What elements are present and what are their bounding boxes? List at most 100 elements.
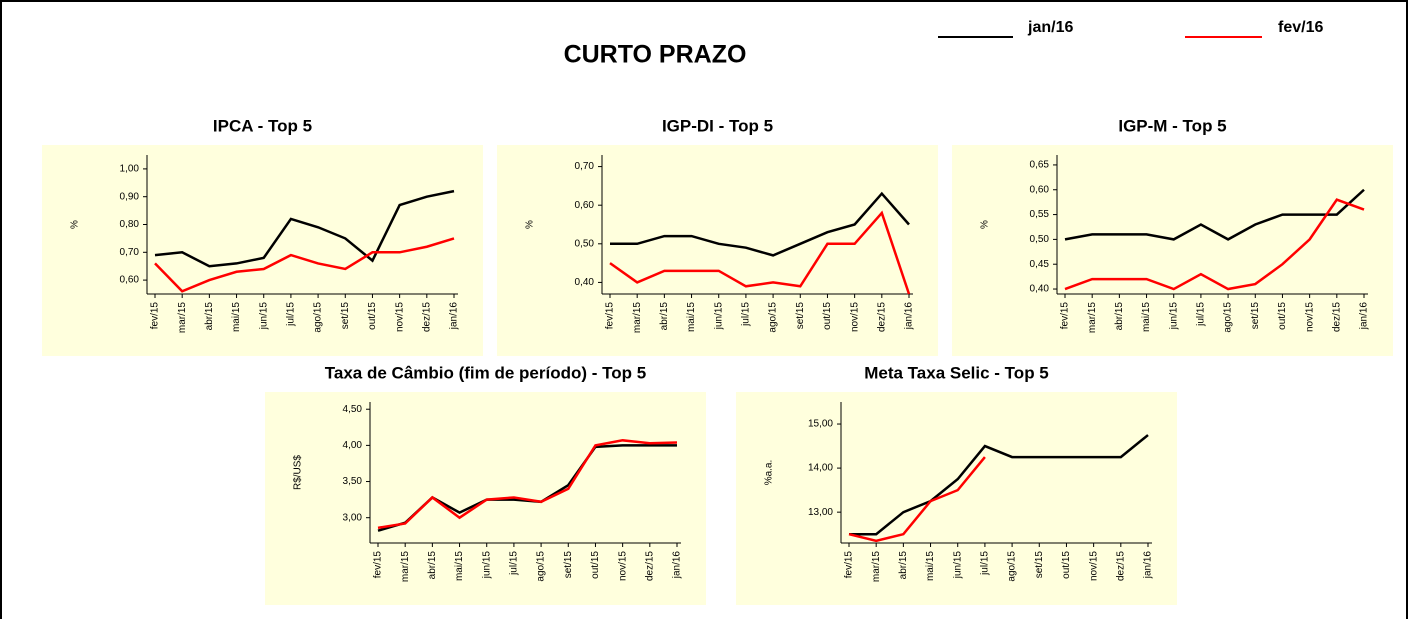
x-tick-label: set/15 [563,551,574,579]
x-tick-label: fev/15 [605,302,616,330]
x-tick-label: mai/15 [231,302,242,332]
series-line [1064,198,1365,291]
x-tick-label: mai/15 [925,551,936,581]
x-tick-label: fev/15 [373,551,384,579]
x-tick-label: mar/15 [1087,302,1098,334]
x-tick-label: ago/15 [536,551,547,582]
x-tick-label: mar/15 [177,302,188,334]
x-tick-label: set/15 [1250,302,1261,330]
y-tick-label: 4,50 [343,404,363,415]
x-tick-label: dez/15 [644,551,655,581]
x-tick-label: out/15 [1061,551,1072,579]
x-tick-label: out/15 [590,551,601,579]
x-tick-label: dez/15 [1331,302,1342,332]
x-tick-label: ago/15 [313,302,324,333]
x-tick-label: abr/15 [427,551,438,580]
x-tick-label: mar/15 [400,551,411,583]
chart-title: Taxa de Câmbio (fim de período) - Top 5 [325,363,646,382]
x-tick-label: nov/15 [849,302,860,332]
x-tick-label: ago/15 [768,302,779,333]
y-tick-label: 0,80 [120,219,140,230]
legend-label: fev/16 [1278,19,1323,36]
x-tick-label: dez/15 [421,302,432,332]
x-tick-label: nov/15 [394,302,405,332]
x-tick-label: jul/15 [980,551,991,576]
y-tick-label: 0,70 [120,247,140,258]
chart-title: IGP-M - Top 5 [1118,116,1226,135]
series-line [849,434,1149,536]
y-tick-label: 0,50 [575,238,595,249]
x-tick-label: set/15 [795,302,806,330]
x-tick-label: jul/15 [741,302,752,327]
x-tick-label: jan/16 [672,551,683,580]
chart-panel [497,145,938,356]
y-tick-label: 0,65 [1030,160,1050,171]
y-tick-label: 0,60 [1030,184,1050,195]
series-line [154,237,455,293]
x-tick-label: fev/15 [150,302,161,330]
y-tick-label: 0,55 [1030,209,1050,220]
chart-title: Meta Taxa Selic - Top 5 [864,363,1049,382]
y-axis-label: % [980,220,991,229]
series-line [609,210,911,295]
y-axis-label: % [525,220,536,229]
series-line [848,456,986,543]
y-tick-label: 0,40 [1030,284,1050,295]
y-tick-label: 4,00 [343,440,363,451]
x-tick-label: mai/15 [454,551,465,581]
y-tick-label: 0,90 [120,191,140,202]
y-axis-label: R$/US$ [293,455,304,490]
x-tick-label: nov/15 [1304,302,1315,332]
x-tick-label: mai/15 [686,302,697,332]
x-tick-label: dez/15 [1115,551,1126,581]
x-tick-label: out/15 [367,302,378,330]
chart-panel [952,145,1393,356]
x-tick-label: jul/15 [286,302,297,327]
x-tick-label: jan/16 [904,302,915,331]
x-tick-label: jun/15 [481,551,492,580]
chart-title: IGP-DI - Top 5 [662,116,773,135]
x-tick-label: jan/16 [449,302,460,331]
x-tick-label: jun/15 [952,551,963,580]
x-tick-label: jan/16 [1359,302,1370,331]
x-tick-label: dez/15 [876,302,887,332]
page-title: CURTO PRAZO [564,41,747,69]
x-tick-label: jul/15 [1196,302,1207,327]
series-line [1064,188,1365,241]
y-tick-label: 0,70 [575,161,595,172]
series-line [377,439,678,530]
y-tick-label: 3,00 [343,512,363,523]
y-tick-label: 14,00 [808,463,833,474]
y-tick-label: 0,60 [120,275,140,286]
x-tick-label: jan/16 [1143,551,1154,580]
x-tick-label: fev/15 [844,551,855,579]
x-tick-label: jun/15 [1168,302,1179,331]
series-line [610,191,910,257]
x-tick-label: jun/15 [258,302,269,331]
y-tick-label: 0,50 [1030,234,1050,245]
x-tick-label: fev/15 [1060,302,1071,330]
x-tick-label: out/15 [1277,302,1288,330]
x-tick-label: abr/15 [898,551,909,580]
x-tick-label: mar/15 [871,551,882,583]
y-tick-label: 0,60 [575,200,595,211]
chart-panel [736,392,1177,605]
x-tick-label: jul/15 [509,551,520,576]
x-tick-label: nov/15 [1088,551,1099,581]
chart-title: IPCA - Top 5 [213,116,312,135]
x-tick-label: nov/15 [617,551,628,581]
x-tick-label: abr/15 [659,302,670,331]
y-tick-label: 0,40 [575,277,595,288]
x-tick-label: mar/15 [632,302,643,334]
y-axis-label: % [70,220,81,229]
x-tick-label: out/15 [822,302,833,330]
x-tick-label: abr/15 [1114,302,1125,331]
legend-label: jan/16 [1027,19,1073,36]
y-tick-label: 15,00 [808,419,833,430]
x-tick-label: set/15 [340,302,351,330]
x-tick-label: set/15 [1034,551,1045,579]
series-line [154,189,455,268]
chart-panel [265,392,706,605]
